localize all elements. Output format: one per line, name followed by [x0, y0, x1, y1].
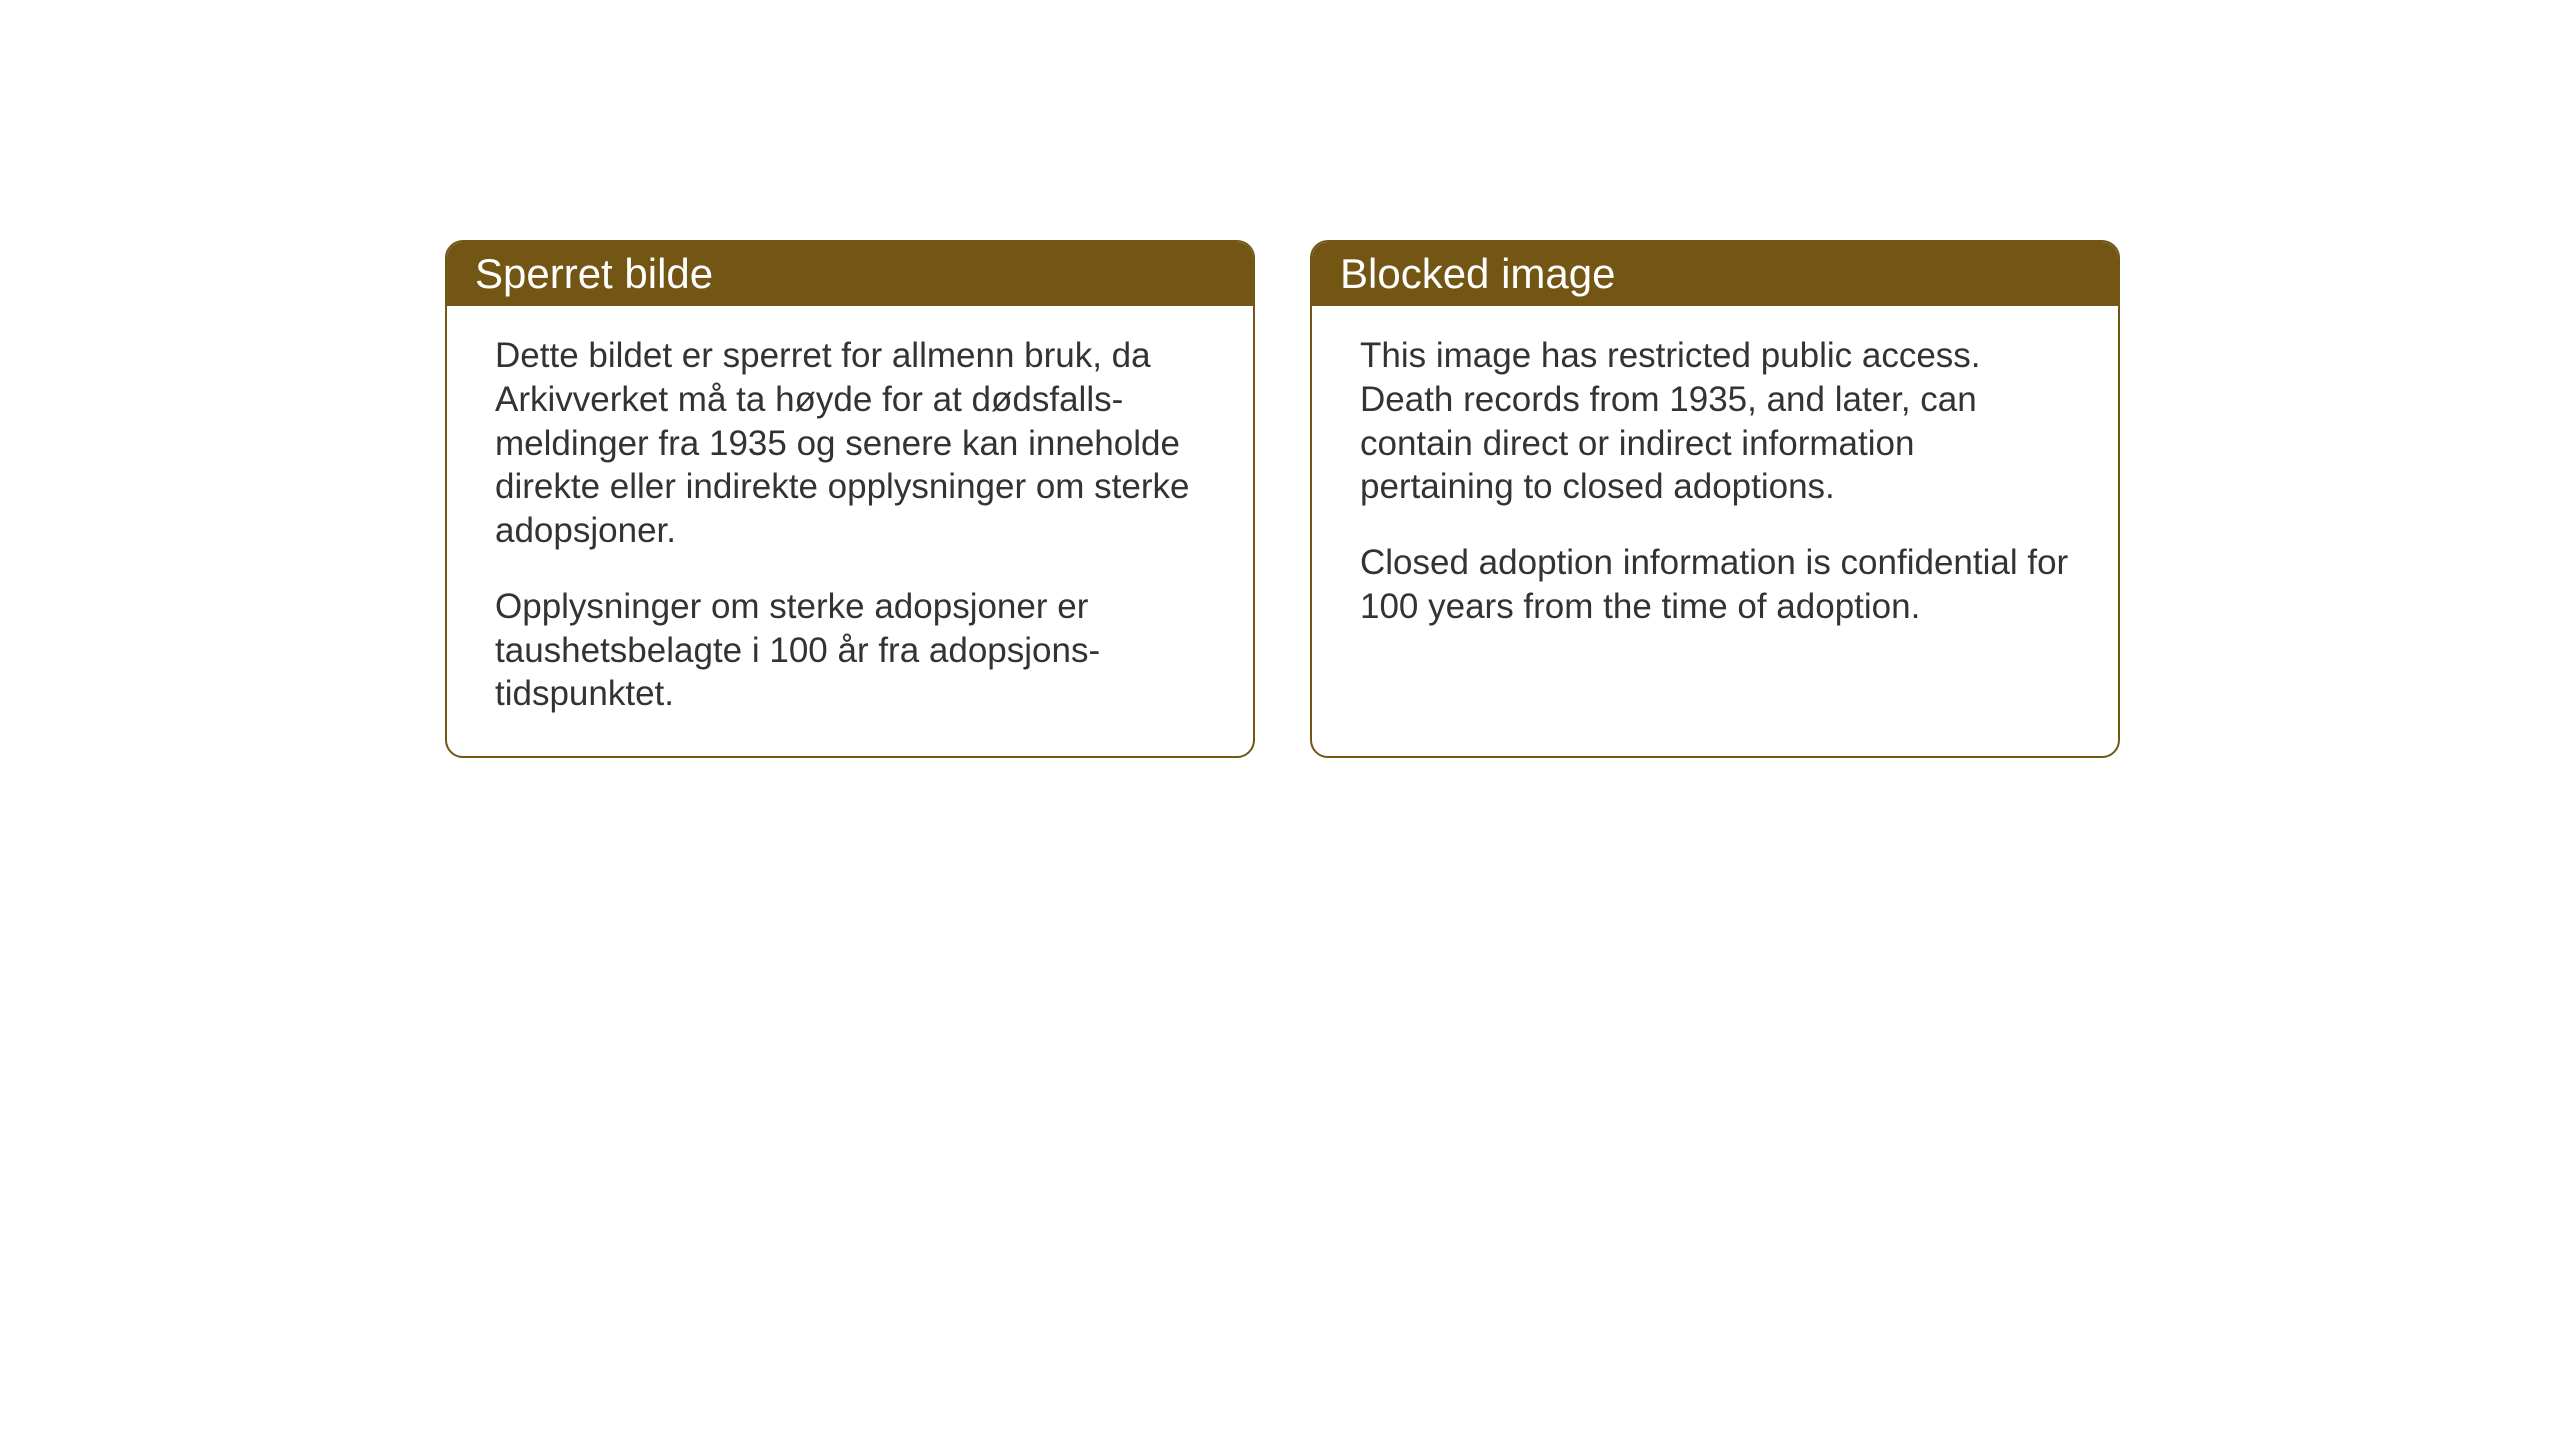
card-header-english: Blocked image — [1312, 242, 2118, 306]
card-header-norwegian: Sperret bilde — [447, 242, 1253, 306]
card-paragraph1-norwegian: Dette bildet er sperret for allmenn bruk… — [495, 334, 1205, 553]
card-paragraph2-english: Closed adoption information is confident… — [1360, 541, 2070, 629]
blocked-image-card-english: Blocked image This image has restricted … — [1310, 240, 2120, 758]
cards-container: Sperret bilde Dette bildet er sperret fo… — [445, 240, 2120, 758]
card-body-norwegian: Dette bildet er sperret for allmenn bruk… — [447, 306, 1253, 756]
card-body-english: This image has restricted public access.… — [1312, 306, 2118, 706]
blocked-image-card-norwegian: Sperret bilde Dette bildet er sperret fo… — [445, 240, 1255, 758]
card-title-norwegian: Sperret bilde — [475, 250, 713, 297]
card-paragraph1-english: This image has restricted public access.… — [1360, 334, 2070, 509]
card-paragraph2-norwegian: Opplysninger om sterke adopsjoner er tau… — [495, 585, 1205, 716]
card-title-english: Blocked image — [1340, 250, 1615, 297]
